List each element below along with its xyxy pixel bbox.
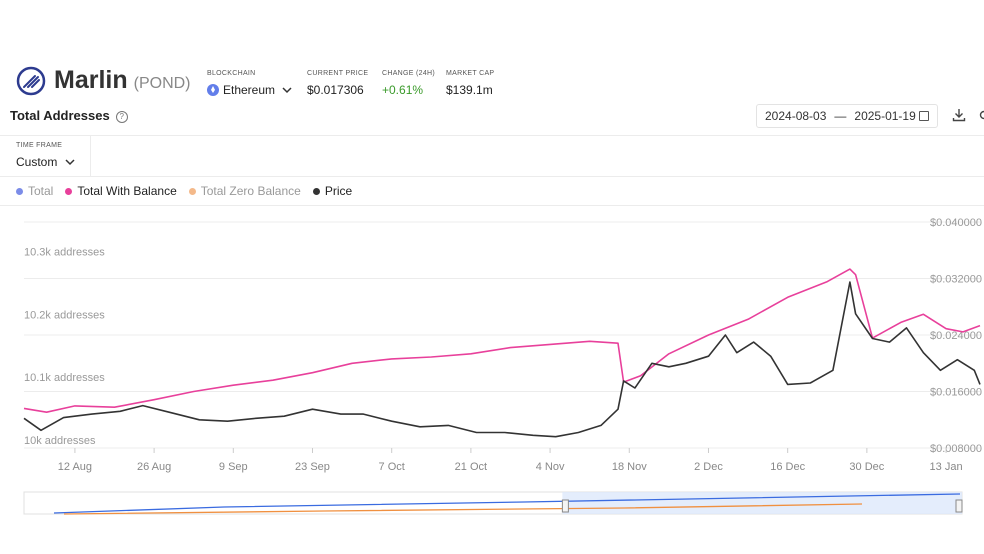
divider xyxy=(0,205,984,206)
current-price-block: CURRENT PRICE $0.017306 xyxy=(307,70,368,97)
timeframe-label: TIME FRAME xyxy=(16,142,63,149)
market-cap-label: MARKET CAP xyxy=(446,70,495,77)
x-axis-tick-label: 2 Dec xyxy=(694,461,723,473)
x-axis-tick-label: 12 Aug xyxy=(58,461,92,473)
date-range-picker[interactable]: 2024-08-03 — 2025-01-19 xyxy=(756,104,938,128)
help-icon[interactable]: ? xyxy=(115,111,128,123)
left-axis-tick-label: 10.1k addresses xyxy=(24,372,105,384)
chevron-down-icon xyxy=(282,87,292,94)
legend-label: Total Zero Balance xyxy=(200,184,301,198)
legend-dot xyxy=(16,187,23,195)
x-axis-tick-label: 21 Oct xyxy=(455,461,487,473)
current-price-label: CURRENT PRICE xyxy=(307,70,369,77)
legend-item-price[interactable]: Price xyxy=(312,184,353,198)
legend-dot xyxy=(188,187,196,195)
blockchain-label: BLOCKCHAIN xyxy=(207,70,256,77)
x-axis-tick-label: 23 Sep xyxy=(295,461,330,473)
ethereum-icon xyxy=(207,84,219,96)
navigator-line-total xyxy=(53,493,961,514)
left-axis-tick-label: 10.2k addresses xyxy=(24,309,105,321)
section-title-text: Total Addresses xyxy=(10,108,110,123)
x-axis-tick-label: 7 Oct xyxy=(379,461,405,473)
navigator-handle-right[interactable] xyxy=(955,499,963,513)
settings-icon[interactable] xyxy=(978,110,984,120)
token-symbol: (POND) xyxy=(133,75,191,92)
x-axis-tick-label: 9 Sep xyxy=(219,461,248,473)
timeframe-selector[interactable]: Custom xyxy=(16,155,75,169)
date-from: 2024-08-03 xyxy=(765,109,827,123)
current-price-value: $0.017306 xyxy=(307,83,364,97)
date-to: 2025-01-19 xyxy=(854,109,916,123)
timeframe-value: Custom xyxy=(16,155,58,169)
legend-item-total-zero-balance[interactable]: Total Zero Balance xyxy=(188,184,301,198)
change-label: CHANGE (24H) xyxy=(382,70,435,77)
blockchain-block[interactable]: BLOCKCHAIN Ethereum xyxy=(207,70,292,97)
right-axis-tick-label: $0.016000 xyxy=(930,387,982,399)
download-icon[interactable] xyxy=(952,108,966,122)
legend-label: Price xyxy=(324,184,353,198)
left-axis-tick-label: 10k addresses xyxy=(24,435,96,447)
legend-label: Total xyxy=(28,184,54,198)
market-cap-value: $139.1m xyxy=(446,83,493,97)
x-axis-tick-label: 18 Nov xyxy=(612,461,647,473)
navigator-handle-left[interactable] xyxy=(561,499,569,513)
marlin-logo-icon xyxy=(16,66,46,96)
calendar-icon xyxy=(919,111,929,121)
chevron-down-icon xyxy=(65,159,75,166)
x-axis-tick-label: 26 Aug xyxy=(137,461,171,473)
market-cap-block: MARKET CAP $139.1m xyxy=(446,70,494,97)
token-name: Marlin (POND) xyxy=(54,66,191,94)
right-axis-tick-label: $0.008000 xyxy=(930,443,982,455)
divider xyxy=(0,176,984,177)
change-value: +0.61% xyxy=(382,83,424,97)
legend-item-total[interactable]: Total xyxy=(16,184,53,198)
left-axis-tick-label: 10.3k addresses xyxy=(24,247,105,259)
x-axis-tick-label: 4 Nov xyxy=(536,461,565,473)
blockchain-selector[interactable]: Ethereum xyxy=(207,83,292,97)
right-axis-tick-label: $0.040000 xyxy=(930,217,982,229)
x-axis-tick-label: 16 Dec xyxy=(770,461,805,473)
legend-dot xyxy=(312,187,320,195)
date-separator: — xyxy=(834,109,847,123)
right-axis-tick-label: $0.032000 xyxy=(930,274,982,286)
blockchain-value: Ethereum xyxy=(223,83,276,97)
x-axis-tick-label: 13 Jan xyxy=(930,461,963,473)
x-axis-tick-label: 30 Dec xyxy=(849,461,884,473)
section-title: Total Addresses? xyxy=(10,108,128,123)
change-block: CHANGE (24H) +0.61% xyxy=(382,70,435,97)
timeframe-box xyxy=(0,136,91,176)
navigator-line-total-zero-balance xyxy=(63,503,863,515)
legend-dot xyxy=(65,187,73,195)
divider xyxy=(0,135,984,136)
navigator-selection xyxy=(562,492,962,514)
chart-legend: Total Total With Balance Total Zero Balanc… xyxy=(16,184,352,198)
series-line-total-with-balance xyxy=(23,268,981,413)
right-axis-tick-label: $0.024000 xyxy=(930,330,982,342)
chart-area[interactable]: $0.008000 $0.016000 $0.024000 $0.032000 $0.0… xyxy=(0,206,984,554)
legend-label: Total With Balance xyxy=(77,184,177,198)
series-line-price xyxy=(23,281,981,438)
legend-item-total-with-balance[interactable]: Total With Balance xyxy=(65,184,177,198)
